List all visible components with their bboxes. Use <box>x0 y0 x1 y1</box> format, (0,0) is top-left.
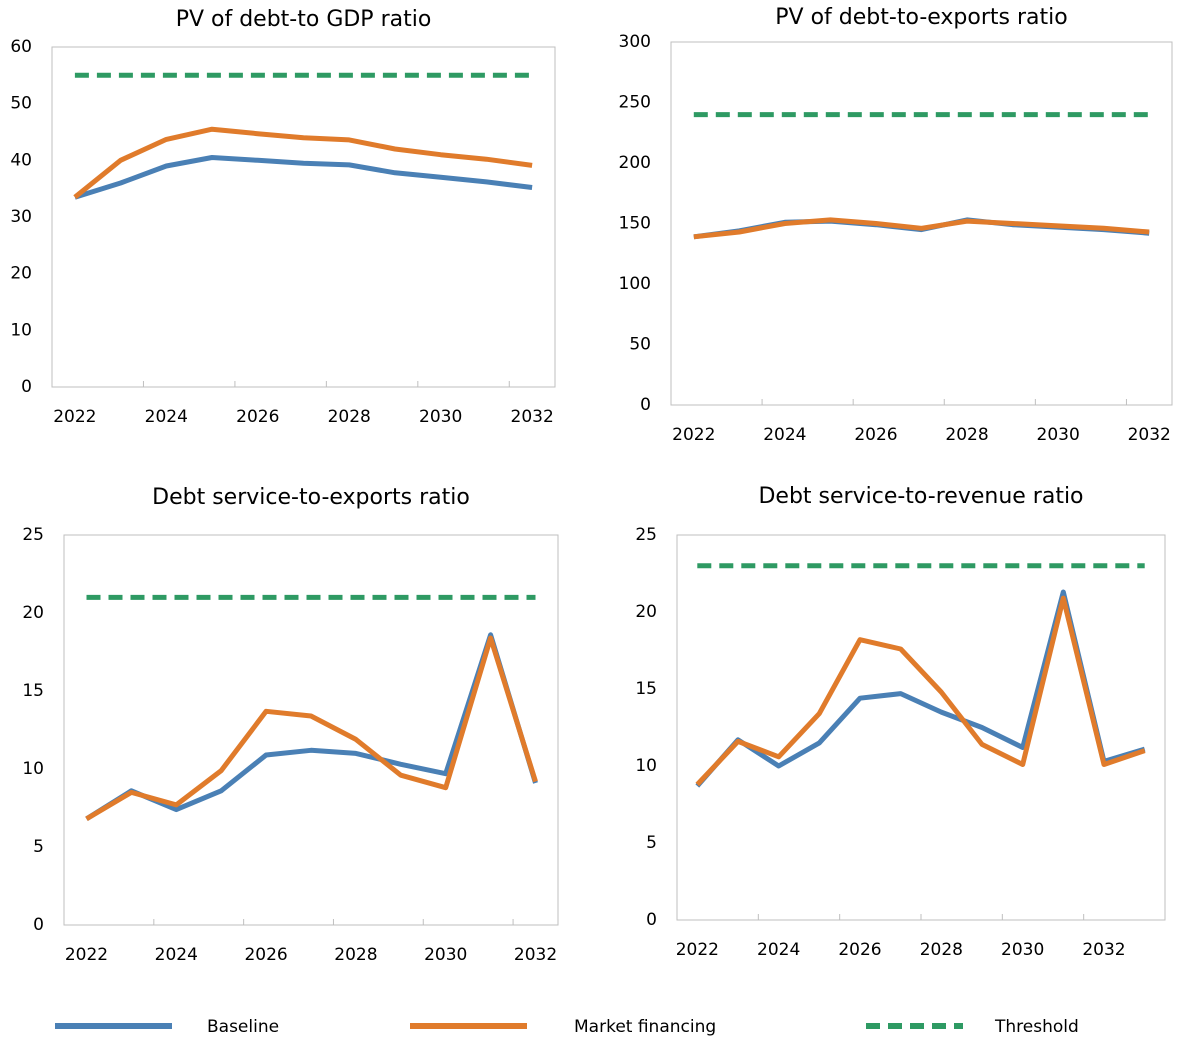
x-tick-label: 2024 <box>763 425 806 445</box>
x-tick-label: 2030 <box>424 945 467 965</box>
x-tick-label: 2026 <box>236 407 279 427</box>
x-tick-label: 2032 <box>511 407 554 427</box>
y-tick-label: 100 <box>619 274 651 294</box>
x-tick-label: 2028 <box>328 407 371 427</box>
x-tick-label: 2024 <box>757 940 800 960</box>
legend-label: Threshold <box>994 1017 1079 1037</box>
y-tick-label: 25 <box>22 525 44 545</box>
series-line <box>74 155 533 200</box>
x-tick-label: 2022 <box>53 407 96 427</box>
y-tick-label: 30 <box>10 207 32 227</box>
chart-title: PV of debt-to-exports ratio <box>775 5 1067 30</box>
y-tick-label: 150 <box>619 214 651 234</box>
y-tick-label: 10 <box>10 320 32 340</box>
x-tick-label: 2026 <box>854 425 897 445</box>
chart-title: Debt service-to-revenue ratio <box>758 484 1083 509</box>
plot-frame <box>51 46 556 388</box>
chart-title: PV of debt-to GDP ratio <box>176 7 432 32</box>
x-tick-label: 2022 <box>676 940 719 960</box>
plot-frame <box>670 41 1173 406</box>
y-tick-label: 5 <box>646 833 657 853</box>
y-tick-label: 300 <box>619 32 651 52</box>
y-tick-label: 50 <box>10 94 32 114</box>
y-tick-label: 20 <box>10 264 32 284</box>
x-tick-label: 2032 <box>1082 940 1125 960</box>
x-tick-label: 2022 <box>65 945 108 965</box>
x-tick-label: 2030 <box>1001 940 1044 960</box>
y-tick-label: 15 <box>635 679 657 699</box>
y-tick-label: 25 <box>635 525 657 545</box>
series-line <box>695 589 1146 788</box>
y-tick-label: 40 <box>10 150 32 170</box>
y-tick-label: 60 <box>10 37 32 57</box>
y-tick-label: 15 <box>22 681 44 701</box>
chart-title: Debt service-to-exports ratio <box>152 485 470 510</box>
x-tick-label: 2030 <box>1037 425 1080 445</box>
legend-label: Market financing <box>574 1017 716 1037</box>
x-tick-label: 2026 <box>838 940 881 960</box>
y-tick-label: 20 <box>22 603 44 623</box>
x-tick-label: 2028 <box>920 940 963 960</box>
y-tick-label: 250 <box>619 93 651 113</box>
x-tick-label: 2030 <box>419 407 462 427</box>
series-line <box>85 632 538 822</box>
y-tick-label: 50 <box>629 335 651 355</box>
series-line <box>693 217 1150 240</box>
x-tick-label: 2022 <box>672 425 715 445</box>
plot-frame <box>676 534 1166 921</box>
y-tick-label: 0 <box>21 377 32 397</box>
y-tick-label: 0 <box>33 915 44 935</box>
x-tick-label: 2028 <box>945 425 988 445</box>
series-line <box>73 126 533 200</box>
x-tick-label: 2032 <box>514 945 557 965</box>
x-tick-label: 2026 <box>244 945 287 965</box>
y-tick-label: 20 <box>635 602 657 622</box>
plot-frame <box>63 534 559 926</box>
x-tick-label: 2024 <box>145 407 188 427</box>
x-tick-label: 2028 <box>334 945 377 965</box>
y-tick-label: 5 <box>33 837 44 857</box>
legend-label: Baseline <box>207 1017 279 1037</box>
y-tick-label: 0 <box>646 910 657 930</box>
x-tick-label: 2032 <box>1128 425 1171 445</box>
y-tick-label: 200 <box>619 153 651 173</box>
y-tick-label: 10 <box>22 759 44 779</box>
y-tick-label: 10 <box>635 756 657 776</box>
series-line <box>85 635 538 822</box>
series-line <box>695 595 1146 787</box>
x-tick-label: 2024 <box>155 945 198 965</box>
y-tick-label: 0 <box>640 395 651 415</box>
